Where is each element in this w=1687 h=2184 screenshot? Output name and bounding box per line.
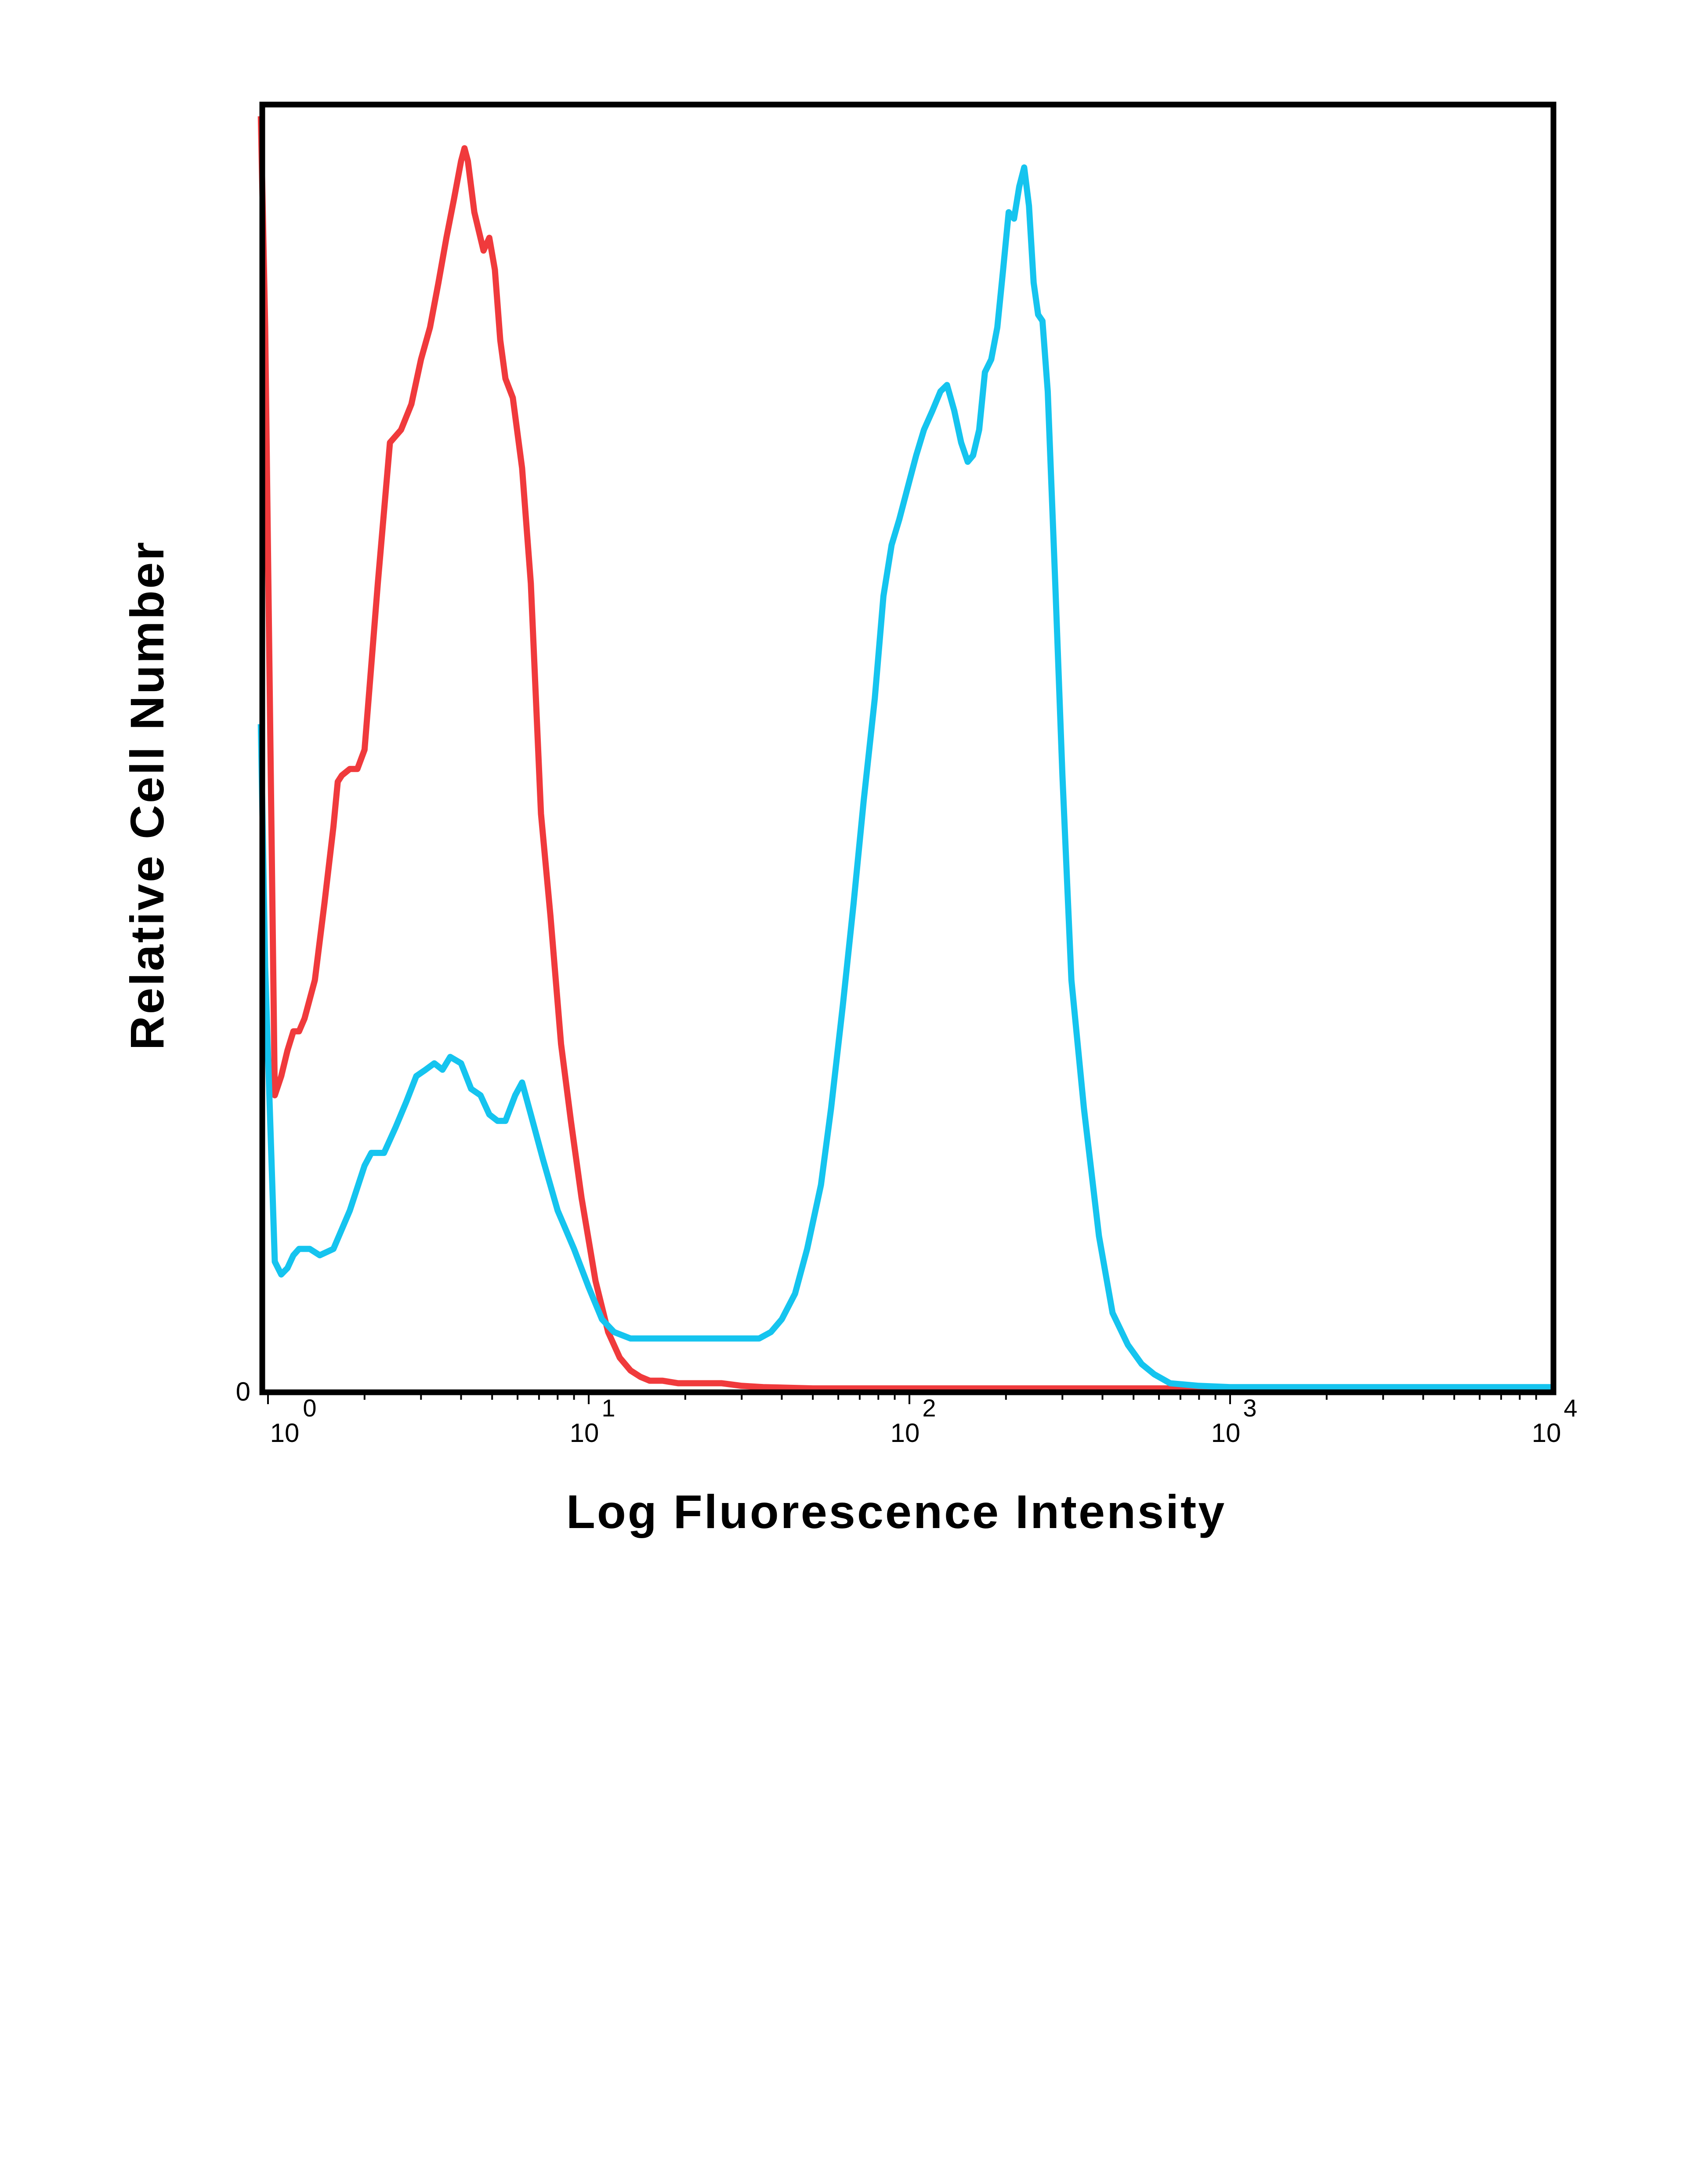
x-tick-label: 100 bbox=[270, 1394, 317, 1448]
x-tick-label: 104 bbox=[1532, 1394, 1578, 1448]
y-tick-label-zero: 0 bbox=[236, 1377, 250, 1406]
x-tick-label-base: 10 bbox=[570, 1418, 599, 1448]
x-tick-label-exponent: 4 bbox=[1564, 1394, 1577, 1422]
x-tick-label-base: 10 bbox=[891, 1418, 920, 1448]
x-tick-label: 102 bbox=[891, 1394, 936, 1448]
series-line-1 bbox=[257, 116, 1551, 1392]
x-tick-label: 103 bbox=[1211, 1394, 1257, 1448]
x-axis-title: Log Fluorescence Intensity bbox=[566, 1485, 1226, 1538]
x-tick-label-exponent: 1 bbox=[601, 1394, 615, 1422]
x-tick-label-base: 10 bbox=[1532, 1418, 1561, 1448]
y-axis-title: Relative Cell Number bbox=[120, 540, 174, 1050]
x-tick-label-exponent: 2 bbox=[922, 1394, 936, 1422]
x-tick-label-exponent: 0 bbox=[303, 1394, 316, 1422]
x-tick-label: 101 bbox=[570, 1394, 615, 1448]
series-line-2 bbox=[257, 164, 1551, 1391]
x-tick-label-base: 10 bbox=[1211, 1418, 1241, 1448]
x-tick-label-base: 10 bbox=[270, 1418, 300, 1448]
series-layer bbox=[257, 116, 1551, 1392]
plot-frame bbox=[259, 101, 1557, 1395]
x-tick-label-exponent: 3 bbox=[1243, 1394, 1256, 1422]
